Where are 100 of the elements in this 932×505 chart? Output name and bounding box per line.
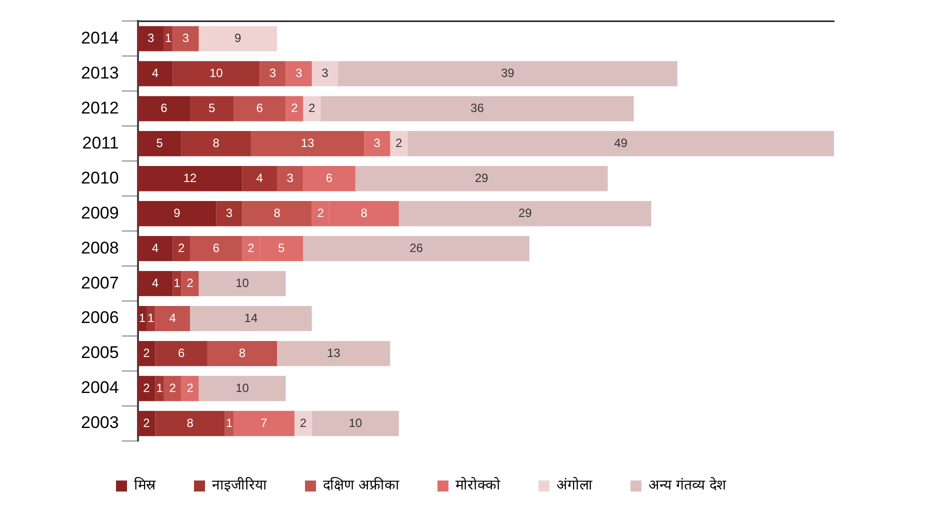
legend-label: दक्षिण अफ्रीका xyxy=(323,476,400,494)
bar xyxy=(138,410,156,436)
bar xyxy=(155,410,225,436)
data-label: 6 xyxy=(256,100,264,115)
data-label: 2 xyxy=(186,276,194,290)
data-label: 9 xyxy=(174,206,181,220)
bar xyxy=(250,131,364,156)
data-label: 4 xyxy=(152,66,159,80)
bar xyxy=(207,340,278,366)
data-label: 3 xyxy=(374,136,381,150)
bar xyxy=(242,201,312,226)
data-label: 6 xyxy=(178,346,185,360)
bar xyxy=(364,131,390,156)
bar xyxy=(155,340,208,366)
bar xyxy=(303,166,356,192)
legend-label: मोरोक्को xyxy=(455,476,500,494)
bar xyxy=(286,61,312,86)
bar xyxy=(181,376,199,402)
bar xyxy=(138,201,216,226)
y-tick-label: 2010 xyxy=(80,168,119,188)
data-label: 12 xyxy=(183,170,198,185)
data-label: 14 xyxy=(244,310,258,325)
data-label: 8 xyxy=(238,346,246,360)
data-label: 7 xyxy=(260,416,268,430)
y-tick-label: 2012 xyxy=(80,98,119,118)
y-tick-label: 2013 xyxy=(80,63,119,82)
data-label: 1 xyxy=(174,276,181,290)
bar xyxy=(172,26,199,52)
bar xyxy=(164,26,173,52)
data-label: 2 xyxy=(143,380,150,395)
data-label: 49 xyxy=(614,136,628,150)
bar xyxy=(294,410,312,436)
bar xyxy=(198,270,286,296)
bar xyxy=(155,376,164,402)
data-label: 1 xyxy=(156,380,164,395)
bar xyxy=(138,61,173,86)
data-label: 2 xyxy=(300,416,307,430)
bar xyxy=(234,96,286,122)
data-label: 9 xyxy=(234,31,242,46)
y-tick-label: 2007 xyxy=(80,273,119,292)
bar xyxy=(138,270,173,296)
y-tick-label: 2006 xyxy=(80,308,119,328)
data-label: 8 xyxy=(360,206,368,220)
bar xyxy=(172,270,182,296)
data-label: 29 xyxy=(474,170,489,185)
bar xyxy=(190,236,242,262)
data-label: 39 xyxy=(500,66,515,80)
legend-label: मिस्र xyxy=(134,476,156,494)
data-label: 2 xyxy=(143,416,150,430)
y-tick-label: 2005 xyxy=(80,343,119,362)
legend-label: अन्य गंतव्य देश xyxy=(648,476,726,494)
data-label: 29 xyxy=(518,206,532,220)
bar xyxy=(408,131,834,156)
data-label: 8 xyxy=(274,206,281,220)
y-tick-label: 2008 xyxy=(80,238,119,258)
bar xyxy=(190,306,312,332)
bar xyxy=(355,166,608,192)
data-label: 3 xyxy=(286,170,294,185)
bar xyxy=(138,131,182,156)
data-label: 4 xyxy=(169,310,176,325)
data-label: 10 xyxy=(236,276,250,290)
bar xyxy=(312,410,399,436)
data-label: 3 xyxy=(226,206,233,220)
data-label: 4 xyxy=(256,170,264,185)
data-label: 6 xyxy=(160,100,168,115)
data-label: 36 xyxy=(470,100,484,115)
bar xyxy=(138,26,164,52)
data-label: 5 xyxy=(208,100,216,115)
bar xyxy=(190,96,234,122)
bar xyxy=(286,96,304,122)
legend-label: अंगोला xyxy=(556,476,592,494)
data-label: 10 xyxy=(236,380,250,395)
bar xyxy=(198,26,278,52)
data-label: 3 xyxy=(182,31,190,46)
data-label: 6 xyxy=(212,240,220,255)
data-label: 3 xyxy=(148,31,155,46)
bar xyxy=(338,61,678,86)
bar xyxy=(138,166,242,192)
bar xyxy=(303,236,530,262)
bar xyxy=(172,61,260,86)
data-label: 4 xyxy=(152,240,159,255)
data-label: 5 xyxy=(278,240,286,255)
data-label: 3 xyxy=(269,66,276,80)
data-label: 2 xyxy=(186,380,194,395)
bar xyxy=(390,131,408,156)
data-label: 2 xyxy=(291,100,298,115)
data-label: 5 xyxy=(156,136,164,150)
data-label: 26 xyxy=(410,240,424,255)
data-label: 10 xyxy=(209,66,224,80)
bar xyxy=(138,236,173,262)
data-label: 13 xyxy=(300,136,315,150)
data-label: 10 xyxy=(348,416,362,430)
data-label: 2 xyxy=(308,100,316,115)
bar xyxy=(277,166,304,192)
bar xyxy=(320,96,634,122)
bar xyxy=(164,376,182,402)
bar xyxy=(138,96,190,122)
bar xyxy=(303,96,321,122)
bar xyxy=(155,306,190,332)
data-label: 1 xyxy=(164,31,172,46)
